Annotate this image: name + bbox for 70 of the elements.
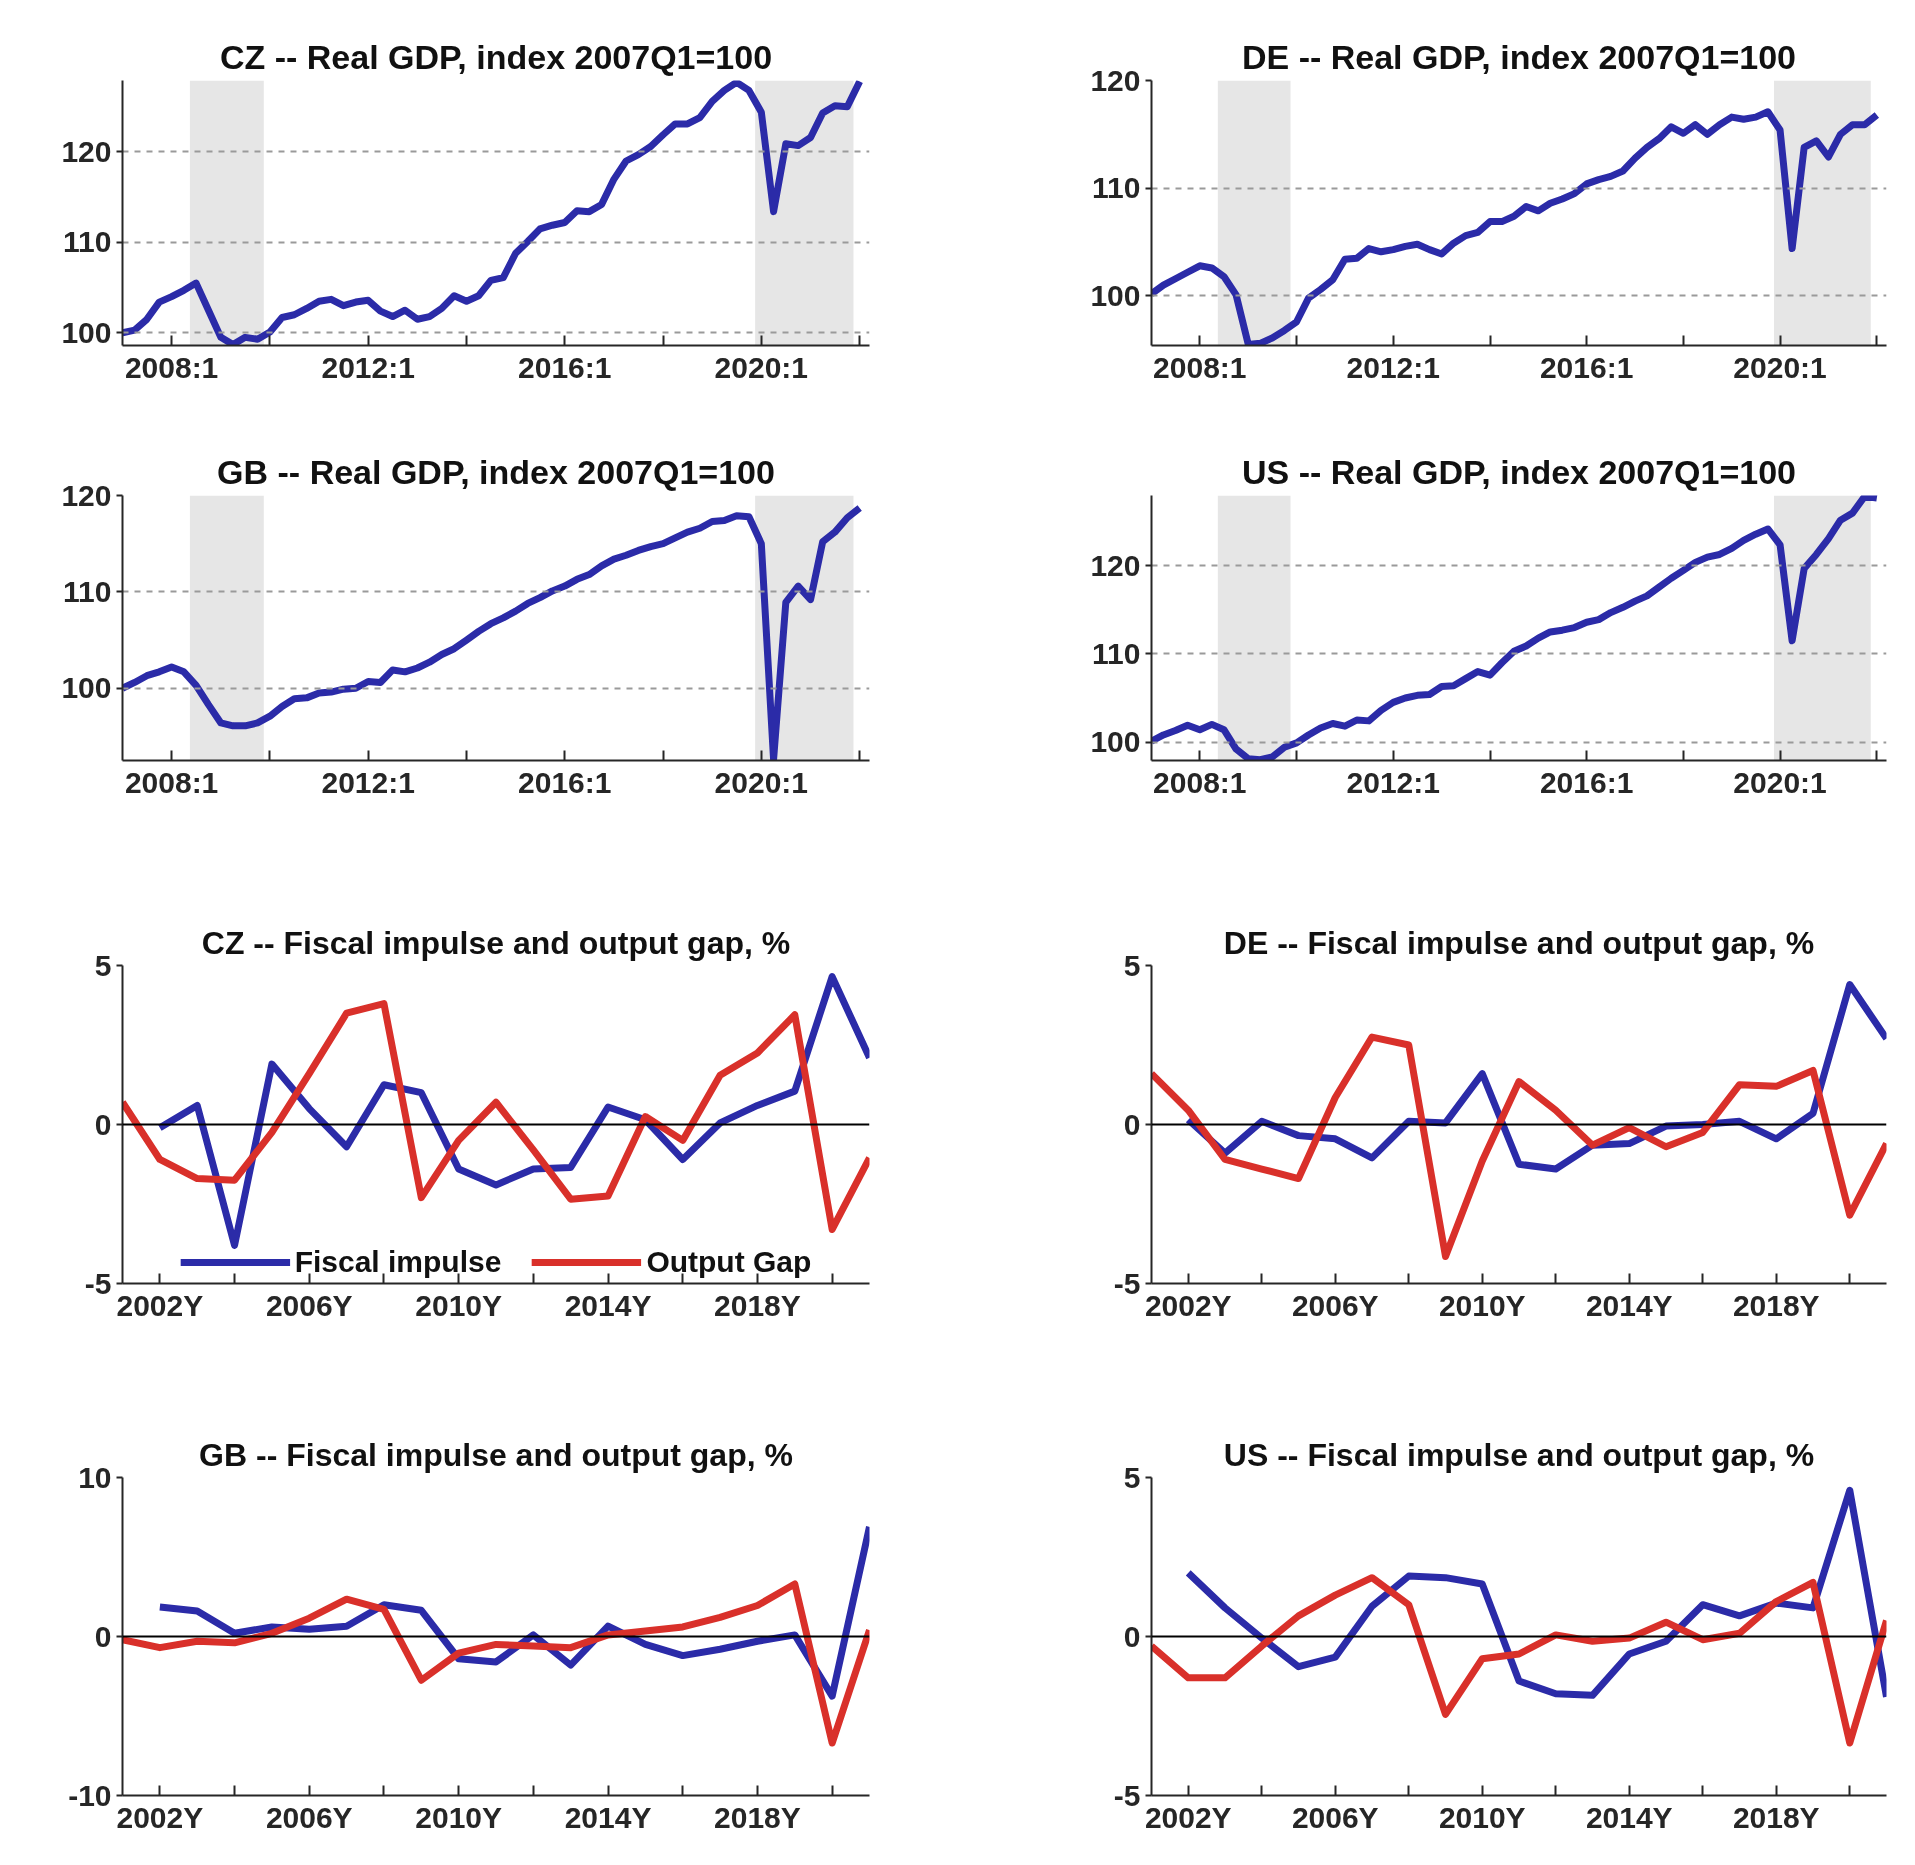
x-tick-label: 2002Y xyxy=(116,1800,204,1834)
x-tick-label: 2016:1 xyxy=(518,765,612,799)
x-tick-label: 2012:1 xyxy=(321,765,415,799)
x-tick-label: 2012:1 xyxy=(1346,350,1440,384)
x-tick-label: 2018Y xyxy=(714,1800,801,1834)
x-tick-label: 2020:1 xyxy=(714,765,809,799)
x-tick-label: 2010Y xyxy=(415,1800,503,1834)
x-tick-label: 2008:1 xyxy=(1153,350,1247,384)
x-tick-label: 2020:1 xyxy=(714,350,809,384)
x-tick-label: 2014Y xyxy=(1585,1288,1673,1322)
chart-title: GB -- Real GDP, index 2007Q1=100 xyxy=(217,452,775,491)
y-tick-label: -10 xyxy=(68,1778,112,1812)
y-tick-label: 0 xyxy=(1123,1107,1141,1141)
x-tick-label: 2020:1 xyxy=(1733,350,1827,384)
y-tick-label: 5 xyxy=(1123,1460,1141,1494)
y-tick-label: 110 xyxy=(63,574,112,608)
x-tick-label: 2006Y xyxy=(1291,1800,1379,1834)
chart-title: DE -- Real GDP, index 2007Q1=100 xyxy=(1241,37,1797,76)
x-tick-label: 2010Y xyxy=(1438,1288,1526,1322)
y-tick-label: 10 xyxy=(78,1460,112,1494)
y-tick-label: 0 xyxy=(94,1107,112,1141)
x-tick-label: 2014Y xyxy=(564,1800,652,1834)
y-tick-label: -5 xyxy=(1113,1266,1141,1300)
y-tick-label: -5 xyxy=(84,1266,112,1300)
x-tick-label: 2006Y xyxy=(1291,1288,1379,1322)
y-tick-label: 120 xyxy=(61,478,112,512)
x-tick-label: 2002Y xyxy=(1144,1800,1232,1834)
y-tick-label: 5 xyxy=(94,948,112,982)
y-tick-label: 100 xyxy=(1090,278,1141,312)
x-tick-label: 2006Y xyxy=(265,1800,353,1834)
chart-title: DE -- Fiscal impulse and output gap, % xyxy=(1223,924,1815,961)
chart-title: CZ -- Real GDP, index 2007Q1=100 xyxy=(219,37,773,76)
y-tick-label: 100 xyxy=(61,671,112,705)
x-tick-label: 2016:1 xyxy=(1539,350,1634,384)
y-tick-label: 110 xyxy=(1092,636,1141,670)
y-tick-label: 5 xyxy=(1123,948,1141,982)
x-tick-label: 2002Y xyxy=(116,1288,204,1322)
x-tick-label: 2020:1 xyxy=(1733,765,1827,799)
x-tick-label: 2008:1 xyxy=(124,350,219,384)
x-tick-label: 2018Y xyxy=(1732,1288,1820,1322)
x-tick-label: 2002Y xyxy=(1144,1288,1232,1322)
x-tick-label: 2012:1 xyxy=(321,350,415,384)
x-tick-label: 2018Y xyxy=(1732,1800,1820,1834)
y-tick-label: 100 xyxy=(61,315,112,349)
chart-title: CZ -- Fiscal impulse and output gap, % xyxy=(201,924,791,961)
legend-label: Fiscal impulse xyxy=(294,1245,502,1279)
x-tick-label: 2016:1 xyxy=(518,350,612,384)
x-tick-label: 2014Y xyxy=(1585,1800,1673,1834)
y-tick-label: 0 xyxy=(94,1619,112,1653)
x-tick-label: 2010Y xyxy=(415,1288,503,1322)
x-tick-label: 2010Y xyxy=(1438,1800,1526,1834)
x-tick-label: 2008:1 xyxy=(1153,765,1247,799)
x-tick-label: 2018Y xyxy=(714,1288,801,1322)
chart-title: GB -- Fiscal impulse and output gap, % xyxy=(199,1436,793,1473)
chart-title: US -- Real GDP, index 2007Q1=100 xyxy=(1241,452,1797,491)
y-tick-label: 110 xyxy=(63,225,112,259)
y-tick-label: 120 xyxy=(1090,63,1141,97)
y-tick-label: 0 xyxy=(1123,1619,1141,1653)
x-tick-label: 2016:1 xyxy=(1539,765,1634,799)
chart-title: US -- Fiscal impulse and output gap, % xyxy=(1223,1436,1815,1473)
x-tick-label: 2008:1 xyxy=(124,765,219,799)
x-tick-label: 2012:1 xyxy=(1346,765,1440,799)
y-tick-label: 110 xyxy=(1092,171,1141,205)
y-tick-label: 120 xyxy=(61,134,112,168)
x-tick-label: 2006Y xyxy=(265,1288,353,1322)
y-tick-label: 120 xyxy=(1090,548,1141,582)
legend-label: Output Gap xyxy=(646,1245,812,1279)
y-tick-label: -5 xyxy=(1113,1778,1141,1812)
y-tick-label: 100 xyxy=(1090,725,1141,759)
x-tick-label: 2014Y xyxy=(564,1288,652,1322)
